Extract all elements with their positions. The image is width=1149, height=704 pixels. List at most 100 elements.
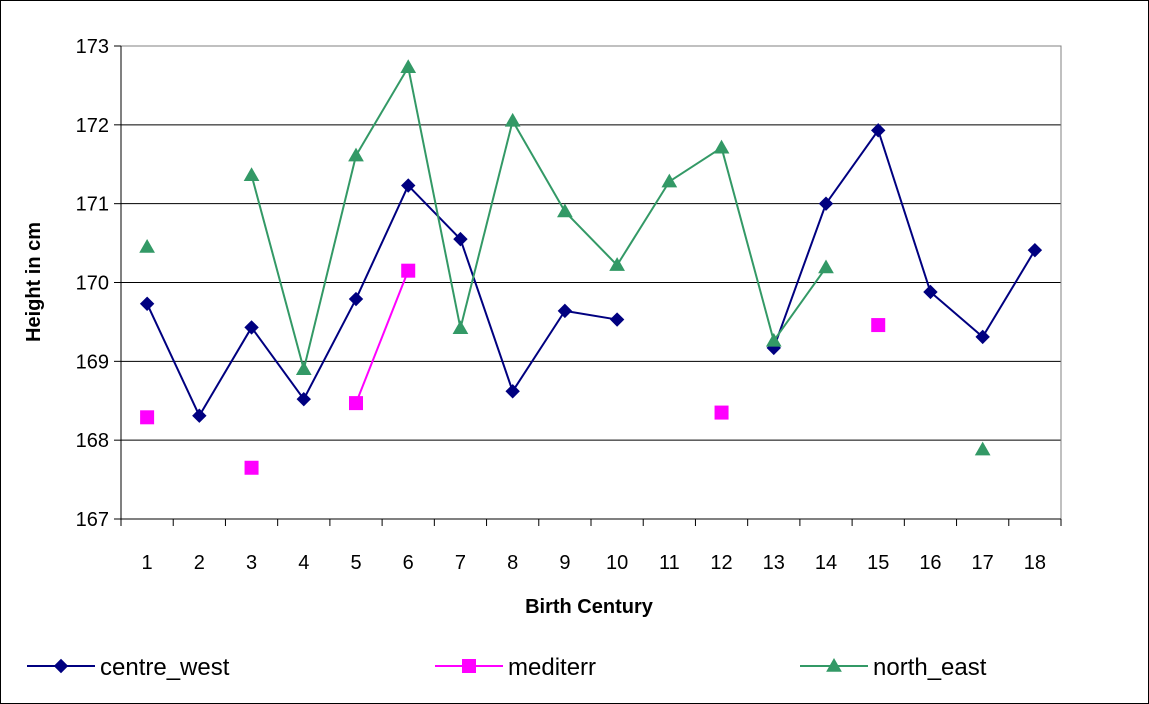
x-tick-label: 8 (507, 552, 518, 574)
series-line-segment (407, 67, 462, 329)
series-line-segment (564, 309, 618, 321)
data-point (401, 263, 416, 278)
series-line-segment (355, 66, 410, 157)
series-line-segment (250, 326, 305, 400)
data-point (453, 231, 468, 247)
x-tick-label: 1 (142, 552, 153, 574)
series-line-segment (616, 181, 671, 266)
series-line-segment (511, 310, 566, 392)
series-north_east (139, 59, 991, 456)
series-line-segment (302, 298, 357, 400)
series-line-segment (355, 270, 410, 404)
series-layer (139, 59, 1043, 475)
data-point (557, 203, 573, 218)
series-line-segment (459, 120, 514, 329)
data-point (818, 196, 834, 211)
data-point (974, 441, 991, 456)
x-axis-title: Birth Century (525, 596, 654, 618)
legend-label: north_east (873, 654, 987, 681)
data-point (871, 123, 886, 138)
y-tick-label: 172 (76, 115, 109, 137)
y-tick-label: 168 (76, 430, 109, 452)
legend-item-north_east: north_east (800, 654, 987, 681)
series-centre_west (139, 123, 1043, 423)
data-point (714, 405, 729, 420)
x-tick-label: 10 (606, 552, 628, 574)
y-tick-label: 170 (76, 273, 109, 295)
x-tick-label: 4 (298, 552, 309, 574)
data-point (244, 320, 259, 335)
series-line-segment (564, 210, 618, 266)
legend-label: centre_west (100, 654, 230, 681)
x-tick-label: 2 (194, 552, 205, 574)
x-tick-label: 13 (763, 552, 785, 574)
data-point (713, 139, 730, 154)
y-axis-title: Height in cm (23, 222, 45, 342)
x-tick-label: 5 (350, 552, 361, 574)
series-line-segment (825, 129, 880, 205)
y-tick-label: 171 (76, 194, 109, 216)
series-line-segment (302, 155, 357, 370)
data-point (139, 239, 155, 253)
data-point (140, 410, 155, 425)
data-point (243, 167, 260, 182)
y-tick-label: 169 (76, 351, 109, 373)
data-point (1027, 242, 1043, 258)
series-line-segment (459, 238, 514, 392)
x-tick-label: 3 (246, 552, 257, 574)
data-point (348, 147, 364, 162)
series-line-segment (198, 326, 253, 417)
data-point (557, 303, 573, 319)
legend-item-mediterr: mediterr (435, 654, 596, 681)
x-tick-label: 17 (972, 552, 994, 574)
data-point (400, 59, 417, 74)
data-point (139, 296, 155, 311)
x-tick-label: 6 (403, 552, 414, 574)
data-point (192, 408, 207, 423)
series-mediterr (140, 263, 886, 475)
x-tick-label: 9 (559, 552, 570, 574)
legend-marker (53, 658, 69, 674)
data-point (975, 329, 990, 345)
data-point (818, 259, 834, 274)
x-tick-label: 11 (659, 552, 680, 574)
series-line-segment (877, 130, 932, 293)
legend-item-centre_west: centre_west (27, 654, 230, 681)
series-line-segment (146, 303, 201, 417)
series-line-segment (250, 175, 305, 370)
series-line-segment (929, 291, 984, 338)
data-point (505, 384, 520, 399)
series-line-segment (407, 184, 462, 240)
series-line-segment (355, 185, 410, 300)
data-point (295, 361, 312, 375)
x-tick-label: 18 (1024, 552, 1046, 574)
data-point (296, 391, 311, 407)
series-line-segment (668, 146, 723, 183)
x-tick-label: 16 (919, 552, 941, 574)
legend-label: mediterr (508, 654, 596, 681)
legend-marker (826, 657, 842, 672)
data-point (923, 284, 938, 300)
data-point (661, 173, 678, 188)
x-tick-label: 7 (455, 552, 466, 574)
data-point (609, 257, 625, 271)
series-line-segment (981, 249, 1036, 338)
series-line-segment (720, 147, 775, 342)
labels: Birth Century Height in cm (23, 222, 654, 618)
data-point (348, 291, 364, 307)
data-point (244, 460, 259, 475)
x-tick-label: 15 (867, 552, 889, 574)
x-tick-label: 12 (710, 552, 732, 574)
data-point (401, 178, 416, 193)
series-line-segment (511, 120, 566, 213)
legend-marker (462, 659, 476, 673)
legend: centre_west mediterr north_east (27, 654, 987, 681)
y-tick-label: 167 (76, 509, 109, 531)
grid-lines (121, 124, 1061, 441)
data-point (452, 320, 469, 334)
data-point (765, 332, 782, 347)
